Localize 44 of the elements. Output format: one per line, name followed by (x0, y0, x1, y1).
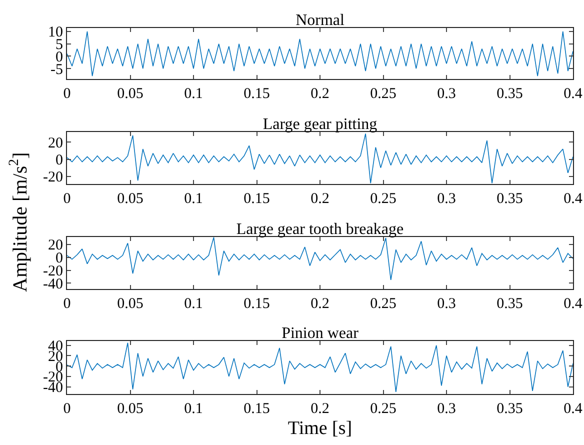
x-tick-label: 0.4 (564, 401, 583, 417)
x-tick-label: 0.4 (564, 86, 583, 102)
x-tick-label: 0.05 (117, 296, 144, 312)
y-tick-label: -20 (43, 170, 63, 186)
x-axis-title: Time [s] (288, 418, 352, 439)
x-tick-label: 0.4 (564, 296, 583, 312)
x-tick-label: 0.05 (117, 86, 144, 102)
x-tick-label: 0.05 (117, 401, 144, 417)
x-tick-label: 0.2 (310, 401, 330, 417)
x-tick-label: 0.3 (437, 296, 456, 312)
x-tick-label: 0.15 (244, 86, 270, 102)
x-tick-label: 0.4 (564, 191, 583, 207)
x-tick-label: 0.35 (496, 296, 523, 312)
line-series (67, 133, 573, 184)
y-tick-label: 0 (56, 152, 63, 169)
x-tick-label: 0.3 (437, 191, 456, 207)
x-tick-label: 0.1 (184, 401, 203, 417)
line-series (67, 342, 573, 392)
x-tick-label: 0.05 (117, 191, 144, 207)
x-tick-label: 0.15 (244, 296, 270, 312)
x-tick-label: 0.3 (437, 401, 456, 417)
x-tick-label: 0.25 (370, 191, 396, 207)
x-tick-label: 0.3 (437, 86, 456, 102)
x-tick-label: 0.15 (244, 401, 270, 417)
x-tick-label: 0.1 (184, 296, 203, 312)
y-tick-label: 20 (48, 135, 63, 152)
x-tick-label: 0.1 (184, 86, 203, 102)
line-series (67, 237, 573, 280)
chart-title: Large gear pitting (262, 116, 378, 133)
x-tick-label: 0.15 (244, 191, 270, 207)
x-tick-label: 0.25 (370, 86, 396, 102)
x-tick-label: 0.25 (370, 401, 396, 417)
x-tick-label: 0.25 (370, 296, 396, 312)
x-tick-label: 0.2 (310, 86, 330, 102)
x-tick-label: 0.2 (310, 191, 330, 207)
x-tick-label: 0.35 (496, 191, 523, 207)
x-tick-label: 0.1 (184, 191, 203, 207)
line-series (67, 31, 573, 76)
x-tick-label: 0.35 (496, 401, 523, 417)
chart-title: Large gear tooth breakage (236, 221, 404, 238)
x-tick-label: 0.2 (310, 296, 330, 312)
chart-title: Normal (296, 12, 345, 29)
chart-title: Pinion wear (282, 325, 360, 342)
x-tick-label: 0.35 (496, 86, 523, 102)
